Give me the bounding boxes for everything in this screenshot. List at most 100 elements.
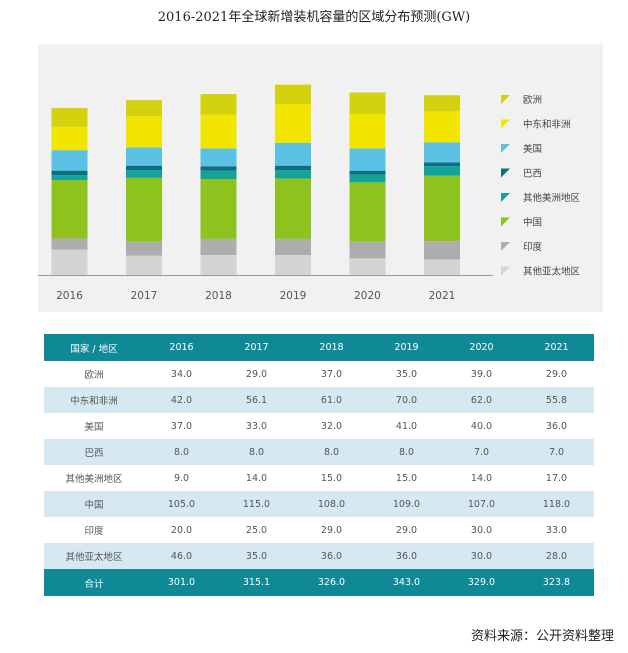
table-cell: 40.0 bbox=[470, 420, 493, 432]
row-label: 美国 bbox=[84, 422, 104, 433]
bar-segment bbox=[51, 175, 88, 181]
table-cell: 25.0 bbox=[245, 524, 268, 536]
legend-swatch bbox=[501, 144, 510, 153]
bar-segment bbox=[275, 178, 311, 239]
data-table: 国家 / 地区 2016 2017 2018 2019 2020 2021 欧洲 34.0 29… bbox=[44, 334, 594, 596]
total-cell: 323.8 bbox=[519, 569, 594, 596]
table-cell: 8.0 bbox=[144, 439, 219, 465]
table-row: 巴西 8.0 8.0 8.0 8.0 7.0 7.0 bbox=[44, 439, 594, 465]
x-tick-label: 2018 bbox=[205, 290, 232, 302]
table-row: 其他亚太地区 46.0 35.0 36.0 36.0 30.0 28.0 bbox=[44, 543, 594, 569]
table-cell: 29.0 bbox=[320, 524, 343, 536]
table-cell: 118.0 bbox=[519, 491, 594, 517]
table-cell: 62.0 bbox=[444, 387, 519, 413]
bar-segment bbox=[51, 249, 88, 275]
table-cell: 61.0 bbox=[294, 387, 369, 413]
bar-segment bbox=[424, 162, 460, 167]
bar-segment bbox=[275, 238, 311, 256]
table-row: 美国 37.0 33.0 32.0 41.0 40.0 36.0 bbox=[44, 413, 594, 439]
table-cell: 105.0 bbox=[144, 491, 219, 517]
row-label: 其他美洲地区 bbox=[65, 474, 123, 485]
legend-swatch bbox=[501, 266, 510, 276]
table-cell: 8.0 bbox=[294, 439, 369, 465]
bar-segment bbox=[200, 114, 237, 149]
bar-segment bbox=[51, 238, 88, 250]
bar-segment bbox=[349, 170, 386, 175]
bar-segment bbox=[51, 180, 88, 239]
row-label: 欧洲 bbox=[84, 370, 104, 381]
table-row: 其他美洲地区 9.0 14.0 15.0 15.0 14.0 17.0 bbox=[44, 465, 594, 491]
bar-segment bbox=[275, 255, 311, 275]
table-cell: 41.0 bbox=[395, 420, 418, 432]
bar-segment bbox=[424, 142, 460, 163]
table-cell: 70.0 bbox=[369, 387, 444, 413]
table-cell: 115.0 bbox=[219, 491, 294, 517]
header-year: 2017 bbox=[219, 334, 294, 361]
bar-segment bbox=[200, 94, 237, 115]
legend-label: 美国 bbox=[523, 143, 542, 155]
table-cell: 7.0 bbox=[444, 439, 519, 465]
header-year: 2016 bbox=[144, 334, 219, 361]
header-year: 2020 bbox=[444, 334, 519, 361]
table-cell: 36.0 bbox=[294, 543, 369, 569]
table-cell: 14.0 bbox=[470, 472, 493, 484]
bar-segment bbox=[51, 126, 88, 151]
legend-swatch bbox=[501, 217, 510, 227]
bar-segment bbox=[349, 241, 386, 259]
table-cell: 36.0 bbox=[545, 420, 568, 432]
table-cell: 30.0 bbox=[470, 524, 493, 536]
bar-segment bbox=[275, 104, 311, 143]
table-cell: 37.0 bbox=[170, 420, 193, 432]
bar-segment bbox=[275, 165, 311, 171]
table-cell: 42.0 bbox=[144, 387, 219, 413]
bar-segment bbox=[126, 255, 162, 275]
x-tick-label: 2016 bbox=[56, 290, 83, 302]
table-row: 中国 105.0 115.0 108.0 109.0 107.0 118.0 bbox=[44, 491, 594, 517]
total-cell: 315.1 bbox=[219, 569, 294, 596]
bar-segment bbox=[126, 241, 162, 256]
row-label: 印度 bbox=[84, 526, 104, 537]
table-cell: 29.0 bbox=[245, 368, 268, 380]
total-row: 合计 301.0 315.1 326.0 343.0 329.0 323.8 bbox=[44, 569, 594, 596]
bar-segment bbox=[126, 100, 162, 117]
stacked-bar-chart: 2016 2017 2018 2019 2020 2021 欧洲中东和非洲美国巴西其他美洲地… bbox=[38, 84, 581, 302]
table-cell: 35.0 bbox=[395, 368, 418, 380]
bar-segment bbox=[200, 148, 237, 167]
bar-segment bbox=[200, 255, 237, 275]
x-tick-label: 2021 bbox=[429, 290, 456, 302]
bar-segment bbox=[200, 170, 237, 179]
legend-label: 中国 bbox=[523, 217, 542, 229]
legend-label: 中东和非洲 bbox=[523, 119, 571, 131]
table-cell: 14.0 bbox=[245, 472, 268, 484]
table-row: 欧洲 34.0 29.0 37.0 35.0 39.0 29.0 bbox=[44, 361, 594, 387]
bar-segment bbox=[51, 170, 88, 176]
table-cell: 28.0 bbox=[519, 543, 594, 569]
header-year: 2019 bbox=[369, 334, 444, 361]
legend-swatch bbox=[501, 95, 510, 104]
table-header-row: 国家 / 地区 2016 2017 2018 2019 2020 2021 bbox=[44, 334, 594, 361]
legend-label: 其他美洲地区 bbox=[523, 192, 581, 204]
table-cell: 17.0 bbox=[545, 472, 568, 484]
bar-segment bbox=[349, 182, 386, 242]
bar-segment bbox=[275, 84, 311, 105]
legend-label: 其他亚太地区 bbox=[523, 266, 581, 278]
table-cell: 33.0 bbox=[545, 524, 568, 536]
source-note: 资料来源：公开资料整理 bbox=[470, 629, 614, 644]
x-tick-label: 2020 bbox=[354, 290, 381, 302]
chart-title: 2016-2021年全球新增装机容量的区域分布预测(GW) bbox=[157, 10, 471, 25]
table-row: 印度 20.0 25.0 29.0 29.0 30.0 33.0 bbox=[44, 517, 594, 543]
bar-segment bbox=[424, 241, 460, 260]
table-row: 中东和非洲 42.0 56.1 61.0 70.0 62.0 55.8 bbox=[44, 387, 594, 413]
header-year: 2021 bbox=[519, 334, 594, 361]
table-cell: 55.8 bbox=[519, 387, 594, 413]
bar-segment bbox=[126, 116, 162, 148]
row-label: 其他亚太地区 bbox=[44, 543, 144, 569]
x-tick-label: 2017 bbox=[131, 290, 158, 302]
legend-label: 印度 bbox=[523, 241, 543, 253]
total-label: 合计 bbox=[44, 569, 144, 596]
table-cell: 30.0 bbox=[444, 543, 519, 569]
bar-segment bbox=[126, 177, 162, 242]
legend-swatch bbox=[501, 168, 510, 178]
table-cell: 29.0 bbox=[545, 368, 568, 380]
bar-segment bbox=[126, 147, 162, 166]
